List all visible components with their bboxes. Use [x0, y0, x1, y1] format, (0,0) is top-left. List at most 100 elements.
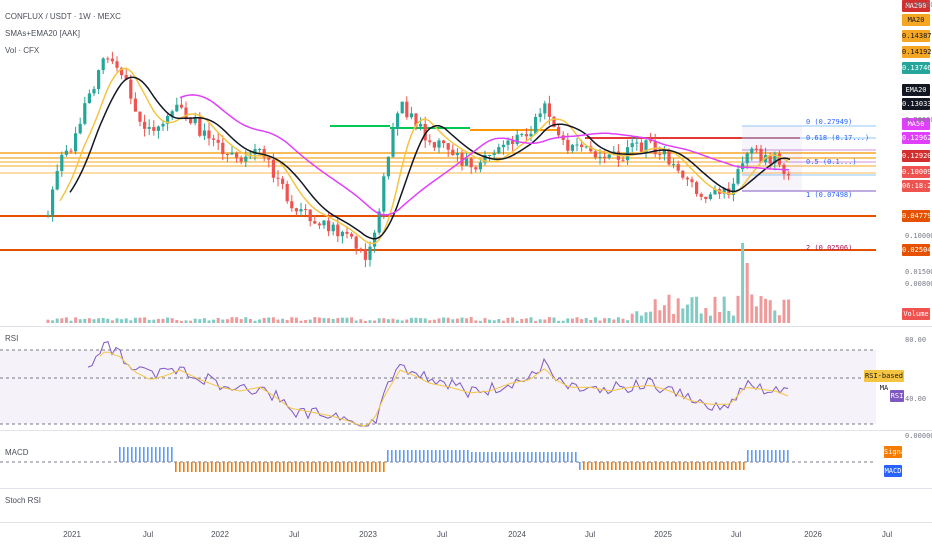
- volume-bar: [230, 317, 234, 323]
- macd-histogram-bar: [155, 447, 157, 462]
- macd-histogram-bar: [727, 462, 729, 470]
- volume-bar: [414, 317, 418, 323]
- macd-histogram-bar: [519, 452, 521, 462]
- candle-body: [575, 144, 579, 146]
- rsi-label[interactable]: RSI: [5, 334, 19, 343]
- volume-bar: [685, 304, 689, 323]
- volume-bar: [589, 319, 593, 323]
- macd-histogram-bar: [367, 462, 369, 472]
- candle-body: [161, 123, 165, 127]
- rsi-chart[interactable]: [0, 328, 876, 428]
- volume-bar: [547, 317, 551, 323]
- volume-bar: [552, 317, 556, 323]
- macd-histogram-bar: [439, 450, 441, 462]
- macd-histogram-bar: [395, 450, 397, 462]
- volume-bar: [497, 319, 501, 323]
- volume-bar: [787, 299, 791, 323]
- candle-body: [244, 156, 248, 162]
- macd-histogram-bar: [351, 462, 353, 472]
- candle-body: [649, 140, 653, 142]
- price-badge: MA50: [902, 118, 930, 130]
- macd-histogram-bar: [179, 462, 181, 472]
- stoch-rsi-label[interactable]: Stoch RSI: [5, 496, 42, 505]
- candle-body: [304, 209, 308, 211]
- macd-histogram-bar: [767, 450, 769, 462]
- volume-bar: [396, 319, 400, 323]
- pane-separator[interactable]: [0, 488, 932, 489]
- macd-histogram-bar: [327, 462, 329, 472]
- macd-histogram-bar: [295, 462, 297, 472]
- price-chart[interactable]: [0, 0, 876, 325]
- macd-histogram-bar: [431, 450, 433, 462]
- ema20-line: [69, 76, 791, 240]
- candle-body: [414, 113, 418, 127]
- macd-histogram-bar: [403, 450, 405, 462]
- candle-body: [534, 117, 538, 134]
- macd-histogram-bar: [507, 452, 509, 462]
- volume-bar: [607, 317, 611, 323]
- macd-histogram-bar: [299, 462, 301, 472]
- pane-separator[interactable]: [0, 326, 932, 327]
- macd-histogram-bar: [407, 450, 409, 462]
- volume-bar: [649, 311, 653, 323]
- macd-histogram-bar: [591, 462, 593, 470]
- macd-histogram-bar: [671, 462, 673, 470]
- macd-histogram-bar: [683, 462, 685, 470]
- volume-bar: [432, 319, 436, 323]
- time-axis-label: Jul: [584, 530, 596, 539]
- volume-bar: [437, 318, 441, 323]
- volume-bar: [690, 297, 694, 323]
- volume-bar: [658, 310, 662, 323]
- macd-histogram-bar: [743, 462, 745, 470]
- volume-bar: [478, 320, 482, 323]
- macd-tick-top: 0.00000: [905, 432, 932, 440]
- candle-body: [451, 149, 455, 156]
- volume-bar: [184, 320, 188, 323]
- volume-bar: [156, 318, 160, 323]
- macd-histogram-bar: [171, 447, 173, 462]
- macd-histogram-bar: [195, 462, 197, 472]
- macd-histogram-bar: [135, 447, 137, 462]
- candle-body: [101, 58, 105, 71]
- candle-body: [350, 233, 354, 237]
- macd-histogram-bar: [631, 462, 633, 470]
- macd-badge: MACD: [884, 465, 902, 477]
- volume-bar: [695, 296, 699, 323]
- macd-label[interactable]: MACD: [5, 448, 29, 457]
- volume-bar: [271, 317, 275, 323]
- fib-level-label: 0.5 (0.1...): [806, 158, 857, 166]
- rsi-ma-line: [99, 351, 789, 427]
- candle-body: [115, 61, 119, 68]
- macd-histogram-bar: [471, 452, 473, 462]
- volume-bar: [253, 320, 257, 323]
- volume-bar: [97, 318, 101, 323]
- macd-histogram-bar: [467, 450, 469, 462]
- macd-histogram-bar: [755, 450, 757, 462]
- candle-body: [216, 139, 220, 143]
- macd-histogram-bar: [371, 462, 373, 472]
- macd-histogram-bar: [191, 462, 193, 472]
- macd-chart[interactable]: [0, 432, 876, 487]
- volume-bar: [198, 319, 202, 323]
- time-axis-label: 2021: [63, 530, 81, 539]
- macd-histogram-bar: [303, 462, 305, 472]
- volume-bar: [621, 318, 625, 323]
- macd-histogram-bar: [359, 462, 361, 472]
- macd-histogram-bar: [167, 447, 169, 462]
- candle-body: [92, 89, 96, 94]
- time-axis-label: Jul: [436, 530, 448, 539]
- candle-body: [423, 123, 427, 141]
- volume-bar: [455, 318, 459, 323]
- candle-body: [198, 117, 202, 136]
- volume-bar: [644, 312, 648, 323]
- volume-bar: [179, 320, 183, 323]
- time-axis-label: Jul: [881, 530, 893, 539]
- candle-body: [262, 148, 266, 158]
- volume-bar: [543, 319, 547, 323]
- candle-body: [212, 138, 216, 140]
- sma-indicator-label[interactable]: SMAs+EMA20 [AAK]: [5, 29, 80, 38]
- volume-bar: [308, 319, 312, 323]
- volume-indicator-label[interactable]: Vol · CFX: [5, 46, 40, 55]
- candle-body: [478, 162, 482, 170]
- pane-separator[interactable]: [0, 430, 932, 431]
